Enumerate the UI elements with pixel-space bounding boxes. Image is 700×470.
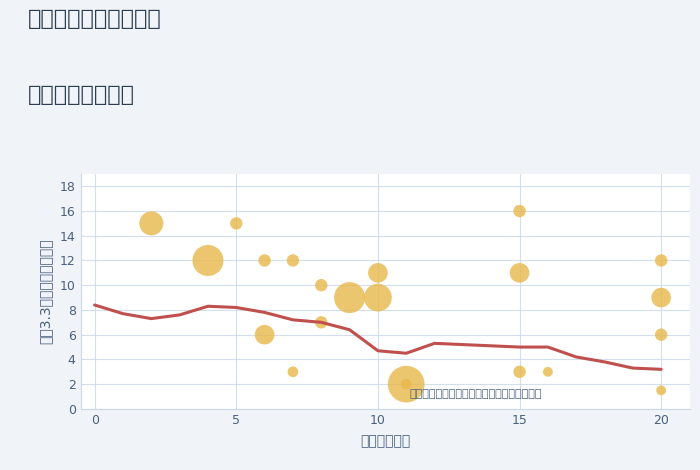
Point [656,257,667,264]
Point [400,380,412,388]
Point [656,331,667,338]
Point [656,294,667,301]
Point [514,269,525,277]
Point [259,331,270,338]
Point [259,257,270,264]
Y-axis label: 坪（3.3㎡）単価（万円）: 坪（3.3㎡）単価（万円） [38,239,52,344]
Text: 駅距離別土地価格: 駅距離別土地価格 [28,85,135,105]
X-axis label: 駅距離（分）: 駅距離（分） [360,434,410,448]
Point [316,282,327,289]
Point [514,368,525,376]
Point [400,380,412,388]
Point [372,269,384,277]
Point [514,207,525,215]
Point [542,368,554,376]
Point [202,257,214,264]
Text: 三重県伊賀市伊勢路の: 三重県伊賀市伊勢路の [28,9,162,30]
Point [231,219,242,227]
Point [287,368,298,376]
Point [344,294,355,301]
Point [316,319,327,326]
Point [372,294,384,301]
Point [287,257,298,264]
Point [656,387,667,394]
Text: 円の大きさは、取引のあった物件面積を示す: 円の大きさは、取引のあった物件面積を示す [410,390,542,400]
Point [146,219,157,227]
